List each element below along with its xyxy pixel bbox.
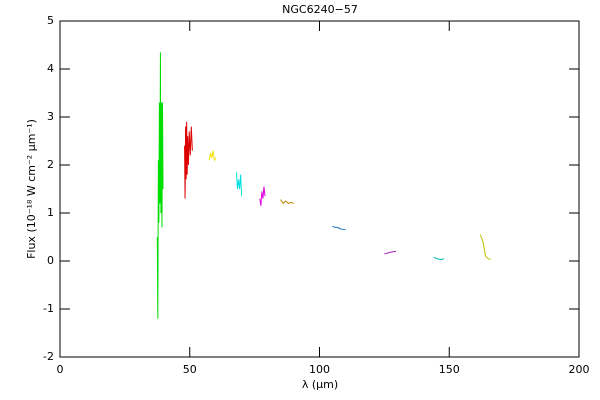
y-tick-label: 4 [47,62,54,75]
spectrum-line [479,234,491,261]
x-axis-label: λ (μm) [302,378,338,391]
y-tick-label: 5 [47,14,54,27]
spectrum-line [384,250,397,255]
spectrum-line [235,172,243,197]
y-tick-label: 0 [47,254,54,267]
x-tick-label: 200 [569,363,590,376]
chart-title: NGC6240−57 [282,3,358,16]
spectrum-line [433,256,445,261]
y-axis-label: Flux (10⁻¹⁸ W cm⁻² μm⁻¹) [25,119,38,259]
spectrum-line [259,186,266,206]
y-tick-label: 3 [47,110,54,123]
plot-frame [59,20,580,358]
y-tick-label: 1 [47,206,54,219]
spectrum-line [184,121,193,199]
x-tick-label: 50 [183,363,197,376]
y-tick-label: -1 [43,302,54,315]
x-tick-label: 150 [439,363,460,376]
spectrum-line [332,225,346,231]
y-tick-label: 2 [47,158,54,171]
y-tick-label: -2 [43,350,54,363]
x-tick-label: 0 [57,363,64,376]
x-tick-label: 100 [309,363,330,376]
spectrum-line [156,52,164,319]
spectrum-line [208,150,217,162]
spectrum-line [280,199,294,205]
